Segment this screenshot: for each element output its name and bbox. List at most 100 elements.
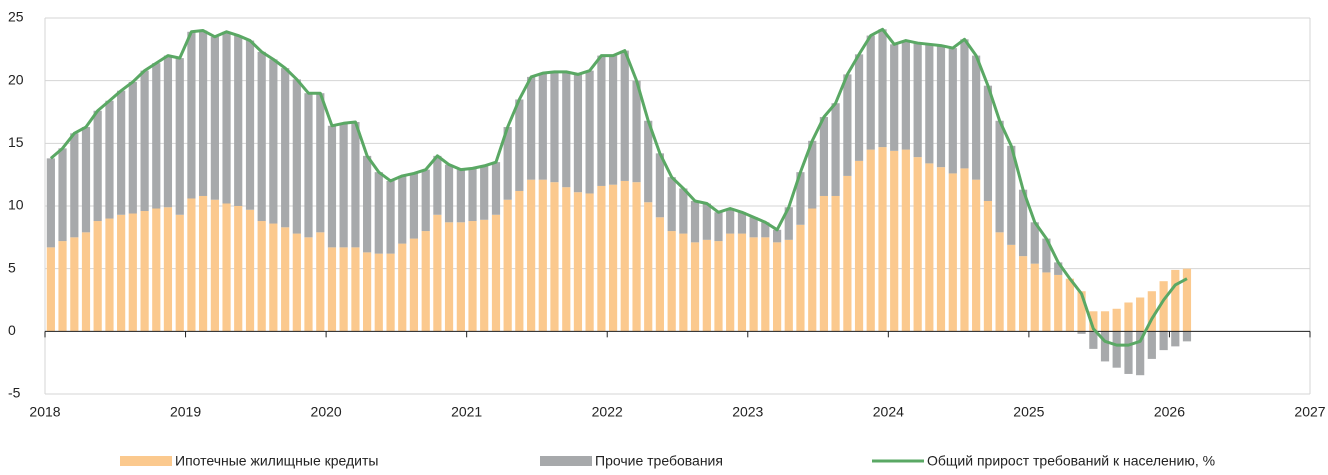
bar (726, 233, 735, 332)
bar (819, 117, 829, 196)
bar (81, 127, 91, 233)
legend-label: Ипотечные жилищные кредиты (175, 453, 378, 469)
bar (105, 100, 114, 219)
bar (1159, 331, 1168, 351)
bar (749, 217, 758, 238)
bar (550, 182, 559, 332)
bar (573, 192, 583, 332)
bar (562, 187, 571, 332)
bar (1030, 222, 1039, 264)
bar (128, 81, 137, 214)
bar (960, 39, 969, 169)
bar (386, 253, 395, 332)
legend-label: Общий прирост требований к населению, % (927, 453, 1215, 469)
bar (573, 74, 583, 193)
bar (1100, 311, 1110, 332)
bar (1182, 268, 1192, 332)
bar (538, 179, 547, 332)
x-tick-label: 2019 (170, 404, 201, 420)
bar (1018, 256, 1028, 332)
bar (140, 211, 149, 332)
bar (737, 233, 747, 332)
bar (480, 219, 489, 332)
y-tick-label: 15 (8, 134, 24, 150)
bar (878, 29, 887, 148)
bar (995, 120, 1004, 233)
bar (58, 148, 67, 242)
bar (140, 70, 149, 212)
bar (1136, 297, 1145, 332)
bar (913, 157, 922, 332)
bar (1112, 308, 1121, 332)
bar (386, 180, 395, 254)
bar (269, 59, 278, 224)
bar (608, 184, 618, 332)
bar (327, 125, 337, 248)
y-tick-label: 25 (8, 9, 24, 25)
bar (70, 133, 79, 238)
bar (339, 123, 348, 248)
bar (257, 221, 266, 332)
bar (1018, 189, 1028, 257)
bar (936, 45, 946, 168)
bar (210, 199, 219, 332)
bar (866, 149, 875, 332)
bar (468, 221, 477, 332)
bar (292, 79, 301, 234)
bar (81, 232, 91, 332)
bar (210, 36, 219, 200)
bar (866, 35, 875, 150)
bar (1042, 272, 1051, 332)
bar (456, 222, 465, 332)
bar (1112, 331, 1121, 368)
bar (187, 31, 196, 199)
bar (854, 160, 864, 332)
bar (784, 207, 793, 240)
bar (222, 31, 231, 204)
y-tick-label: 10 (8, 197, 24, 213)
bar (163, 55, 173, 208)
bar (995, 232, 1004, 332)
bar (679, 188, 688, 234)
bar (503, 127, 512, 200)
bar (562, 71, 571, 188)
x-tick-label: 2026 (1154, 404, 1185, 420)
bar (374, 253, 383, 332)
bar (398, 175, 407, 244)
bar (363, 155, 372, 253)
bar (796, 224, 805, 332)
bar (58, 241, 67, 332)
bar (444, 222, 454, 332)
bar (1007, 244, 1016, 332)
bar (363, 252, 372, 332)
bar (1042, 238, 1051, 273)
bar (409, 238, 419, 332)
bar (667, 177, 676, 232)
bar (117, 90, 126, 215)
bar (1159, 281, 1168, 332)
bar (245, 209, 255, 332)
bar (878, 147, 887, 332)
bar (1171, 331, 1180, 347)
bar (269, 223, 278, 332)
bar (831, 195, 840, 332)
bar (737, 212, 747, 234)
bar (901, 40, 910, 150)
bar (714, 212, 723, 242)
bar (726, 208, 735, 234)
bar (620, 50, 629, 181)
bar (679, 233, 688, 332)
bar (198, 30, 208, 196)
bar (93, 221, 102, 332)
bar (292, 233, 301, 332)
bar (890, 150, 899, 332)
bar (433, 155, 442, 215)
bar (468, 168, 477, 222)
bar (913, 43, 922, 158)
bar (503, 199, 512, 332)
bar (808, 140, 817, 209)
bar (550, 71, 559, 183)
bar (784, 239, 793, 332)
bar (843, 74, 852, 176)
